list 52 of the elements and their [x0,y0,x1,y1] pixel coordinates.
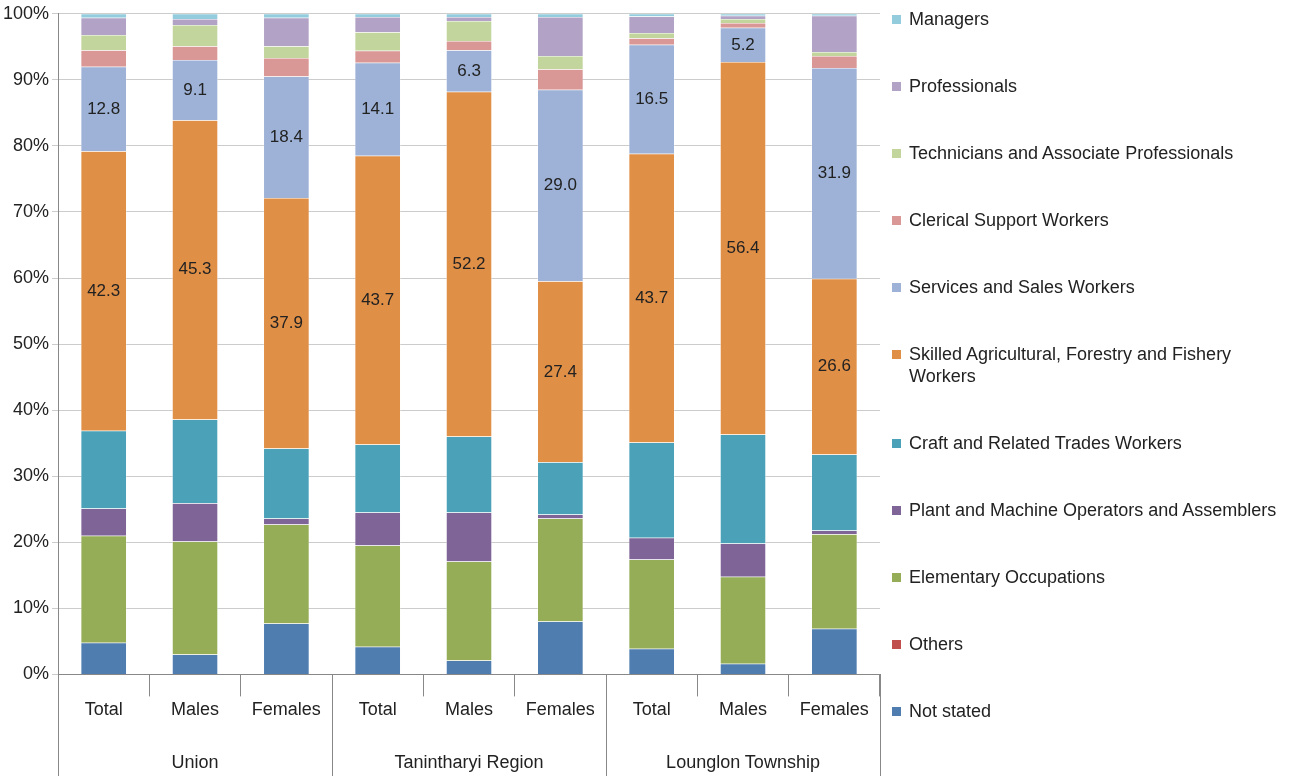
data-label: 18.4 [269,127,303,147]
data-label: 16.5 [635,89,669,109]
y-tick-label: 30% [13,465,50,486]
data-label: 43.7 [635,287,669,307]
data-label: 43.7 [361,289,395,309]
legend-label: Clerical Support Workers [909,209,1109,231]
y-tick-label: 90% [13,68,50,89]
text: Lounglon Township [666,751,820,772]
data-label: 31.9 [817,163,851,183]
legend-label: Elementary Occupations [909,566,1106,588]
data-label: 45.3 [178,259,212,279]
data-label: 37.9 [269,312,303,332]
legend-label: Professionals [909,75,1018,97]
text: Tanintharyi Region [394,751,544,772]
data-label: 14.1 [361,98,395,118]
data-label: 42.3 [87,280,121,300]
y-tick-label: 60% [13,267,50,288]
data-label: 12.8 [87,98,121,118]
legend-label: Plant and Machine Operators and Assemblers [909,499,1277,521]
y-tick-label: 100% [2,2,50,23]
data-label: 9.1 [183,79,207,99]
y-tick-label: 0% [23,663,50,684]
x-tick-label: Females [799,699,869,720]
y-tick-label: 70% [13,200,50,221]
x-tick-label: Males [171,699,220,720]
y-tick-label: 50% [13,333,50,354]
x-tick-label: Total [358,699,397,720]
x-tick-label: Females [525,699,595,720]
y-tick-label: 80% [13,134,50,155]
x-tick-label: Total [84,699,123,720]
data-label: 26.6 [817,356,851,376]
data-label: 56.4 [726,238,760,257]
data-label: 5.2 [731,34,755,54]
x-tick-label: Females [251,699,321,720]
x-tick-label: Males [445,699,494,720]
text: Union [171,751,219,772]
legend-label: Skilled Agricultural, Forestry and Fishery Workers [909,343,1233,387]
y-tick-label: 10% [13,597,50,618]
data-label: 27.4 [543,361,577,381]
legend-label: Others [909,633,964,655]
legend-label: Craft and Related Trades Workers [909,432,1182,454]
data-label: 6.3 [457,60,481,80]
legend-label: Not stated [909,700,992,722]
x-tick-label: Males [719,699,768,720]
y-tick-label: 40% [13,399,50,420]
legend-label: Managers [909,8,990,30]
data-label: 29.0 [543,175,577,195]
legend-label: Services and Sales Workers [909,276,1135,298]
x-tick-label: Total [632,699,671,720]
data-label: 52.2 [452,253,486,273]
legend-label: Technicians and Associate Professionals [909,142,1234,164]
y-tick-label: 20% [13,531,50,552]
